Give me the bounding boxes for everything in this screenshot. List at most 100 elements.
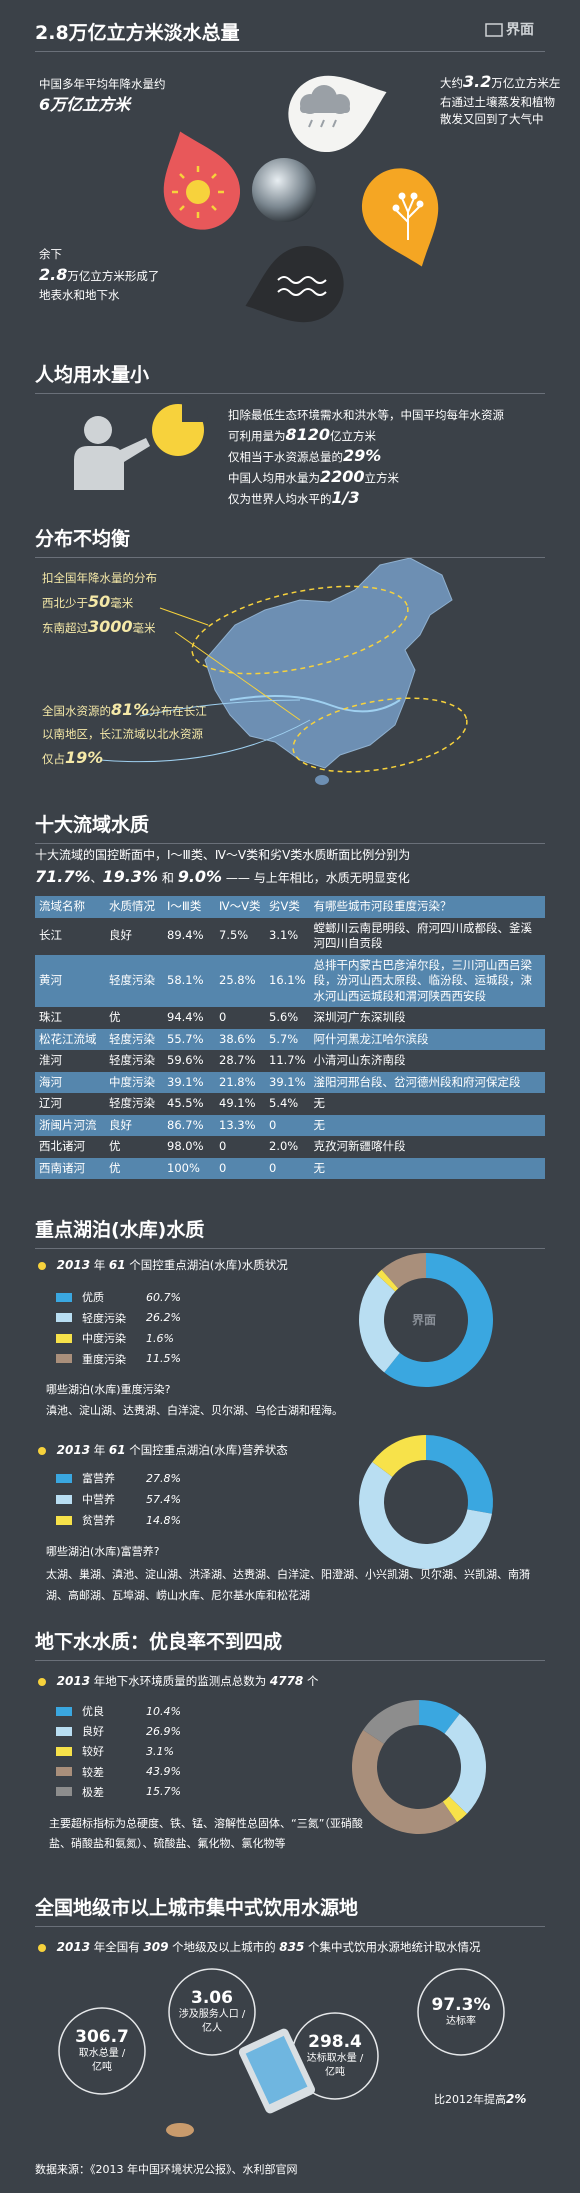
legend-item: 重度污染 11.5%	[56, 1351, 181, 1367]
lines: 亿立方米	[330, 429, 377, 443]
resources: 全国水资源的	[42, 704, 111, 718]
logo-icon	[485, 23, 503, 37]
tablet-icon	[166, 2028, 316, 2137]
heading: 835	[279, 1940, 305, 1954]
note: 2%	[506, 2092, 527, 2106]
table-cell: 中度污染	[109, 1074, 155, 1089]
table-cell: 无	[313, 1096, 326, 1111]
column-header: Ⅰ～Ⅲ类	[167, 899, 202, 913]
donut-segment	[352, 1730, 458, 1834]
legend-label: 较差	[82, 1765, 104, 1779]
legend-label: 较好	[82, 1745, 104, 1759]
table-cell: 49.1%	[219, 1096, 256, 1111]
cloud-icon	[300, 85, 350, 128]
table-cell: 轻度污染	[109, 1053, 155, 1068]
legend-item: 较好 3.1%	[56, 1743, 174, 1759]
table-cell: 0	[269, 1160, 277, 1175]
stat: 298.4 达标取水量 / 亿吨	[290, 2032, 380, 2079]
intro: 十大流域的国控断面中，Ⅰ～Ⅲ类、Ⅳ～Ⅴ类和劣Ⅴ类水质断面比例分别为	[35, 848, 411, 862]
legend-swatch	[56, 1515, 72, 1525]
table-cell: 海河	[39, 1074, 62, 1089]
sun-drop	[163, 131, 241, 230]
remainder: 2.8	[39, 265, 68, 285]
per-capita-text: 扣除最低生态环境需水和洪水等，中国平均每年水资源 可利用量为8120亿立方米 仅…	[228, 405, 504, 509]
stat: 3.06 涉及服务人口 / 亿人	[167, 1988, 257, 2035]
table-cell: 总排干内蒙古巴彦淖尔段，三川河山西吕梁段，汾河山西太原段、临汾段、运城段，涑水河…	[313, 957, 533, 1003]
value-label: 26.2%	[146, 1311, 181, 1324]
lines: 仅相当于水资源总量的	[228, 450, 343, 464]
groundwater-heading: 2013 年地下水环境质量的监测点总数为 4778 个	[38, 1672, 319, 1690]
nutrition-heading: 年	[93, 1443, 106, 1457]
table-header: 流域名称 水质情况 Ⅰ～Ⅲ类 Ⅳ～Ⅴ类 劣Ⅴ类 有哪些城市河段重度污染？	[35, 896, 545, 918]
legend-item: 优良 10.4%	[56, 1703, 181, 1719]
legend-item: 轻度污染 26.2%	[56, 1310, 181, 1326]
table-cell: 58.1%	[167, 973, 204, 988]
table-cell: 滏阳河邢台段、岔河德州段和府河保定段	[313, 1074, 521, 1089]
legend-item: 中度污染 1.6%	[56, 1330, 174, 1346]
lines: 仅为世界人均水平的	[228, 492, 332, 506]
donut-segment	[359, 1461, 492, 1569]
quality-heading: 2013 年 61 个国控重点湖泊(水库)水质状况	[38, 1256, 288, 1274]
legend-item: 贫营养 14.8%	[56, 1512, 181, 1528]
label: 达标率	[446, 2016, 476, 2027]
legend-label: 轻度污染	[82, 1311, 126, 1325]
remainder: 万亿立方米形成了	[67, 269, 160, 284]
legend-swatch	[56, 1726, 72, 1736]
intro: 和	[158, 871, 178, 885]
stat-circles	[58, 1968, 505, 2100]
section-title: 地下水水质：优良率不到四成	[35, 1627, 545, 1661]
table-row: 浙闽片河流 良好 86.7% 13.3% 0 无	[35, 1114, 545, 1137]
donut-segment	[376, 1269, 399, 1292]
legend-swatch	[56, 1767, 72, 1777]
table-cell: 长江	[39, 928, 62, 943]
heading: 年地下水环境质量的监测点总数为	[93, 1674, 267, 1688]
table-cell: 98.0%	[167, 1139, 204, 1154]
legend-swatch	[56, 1746, 72, 1756]
value-label: 14.8%	[146, 1513, 181, 1527]
table-cell: 轻度污染	[109, 1031, 155, 1046]
rainfall-text: 扣全国年降水量的分布 西北少于50毫米 东南超过3000毫米	[42, 566, 157, 640]
column-header: 流域名称	[39, 899, 85, 913]
value-label: 43.9%	[146, 1765, 181, 1779]
water-drop	[245, 245, 344, 323]
table-cell: 小清河山东济南段	[313, 1053, 406, 1068]
table-cell: 7.5%	[219, 928, 249, 943]
table-cell: 86.7%	[167, 1117, 204, 1132]
value-label: 3.1%	[146, 1744, 174, 1758]
table-cell: 89.4%	[167, 928, 204, 943]
value-label: 57.4%	[146, 1492, 181, 1506]
rainfall: 3000	[88, 617, 133, 636]
table-cell: 2.0%	[269, 1139, 299, 1154]
label: 亿吨	[92, 2061, 112, 2073]
water-cycle	[163, 75, 439, 323]
table-cell: 松花江流域	[39, 1031, 97, 1046]
lines: 29%	[343, 446, 382, 465]
table-cell: 55.7%	[167, 1031, 204, 1046]
table-cell: 39.1%	[269, 1074, 306, 1089]
table-cell: 16.1%	[269, 973, 306, 988]
intro: 19.3%	[102, 867, 159, 886]
legend-label: 良好	[82, 1725, 104, 1739]
nutrition-answer: 太湖、巢湖、滇池、淀山湖、洪泽湖、达赉湖、白洋淀、阳澄湖、小兴凯湖、贝尔湖、兴凯…	[46, 1568, 530, 1602]
table-cell: 淮河	[39, 1053, 62, 1068]
value-label: 27.8%	[146, 1471, 181, 1485]
lines: 8120	[285, 425, 331, 444]
resources: 以南地区，长江流域以北水资源	[42, 727, 203, 741]
rain: 6万亿立方米	[39, 95, 131, 115]
table-cell: 3.1%	[269, 928, 299, 943]
table-cell: 轻度污染	[109, 973, 155, 988]
intro: 71.7%	[35, 867, 91, 886]
basins-intro: 十大流域的国控断面中，Ⅰ～Ⅲ类、Ⅳ～Ⅴ类和劣Ⅴ类水质断面比例分别为 71.7%、…	[35, 844, 545, 889]
legend-swatch	[56, 1313, 72, 1322]
table-cell: 5.4%	[269, 1096, 299, 1111]
heading: 309	[143, 1940, 169, 1954]
quality-heading: 61	[108, 1258, 126, 1272]
donut-segment	[426, 1435, 494, 1514]
drinking-note: 比2012年提高2%	[434, 2090, 526, 2109]
resources: 81%	[111, 700, 150, 719]
resources-text: 全国水资源的81%分布在长江 以南地区，长江流域以北水资源 仅占19%	[42, 698, 207, 771]
heading: 年全国有	[93, 1940, 140, 1954]
source: 数据来源：《2013 年中国环境状况公报》、水利部官网	[35, 2163, 298, 2176]
groundwater-note: 主要超标指标为总硬度、铁、锰、溶解性总固体、“三氮”（亚硝酸盐、硝酸盐和氨氮）、…	[49, 1817, 363, 1850]
table-cell: 0	[219, 1139, 227, 1154]
